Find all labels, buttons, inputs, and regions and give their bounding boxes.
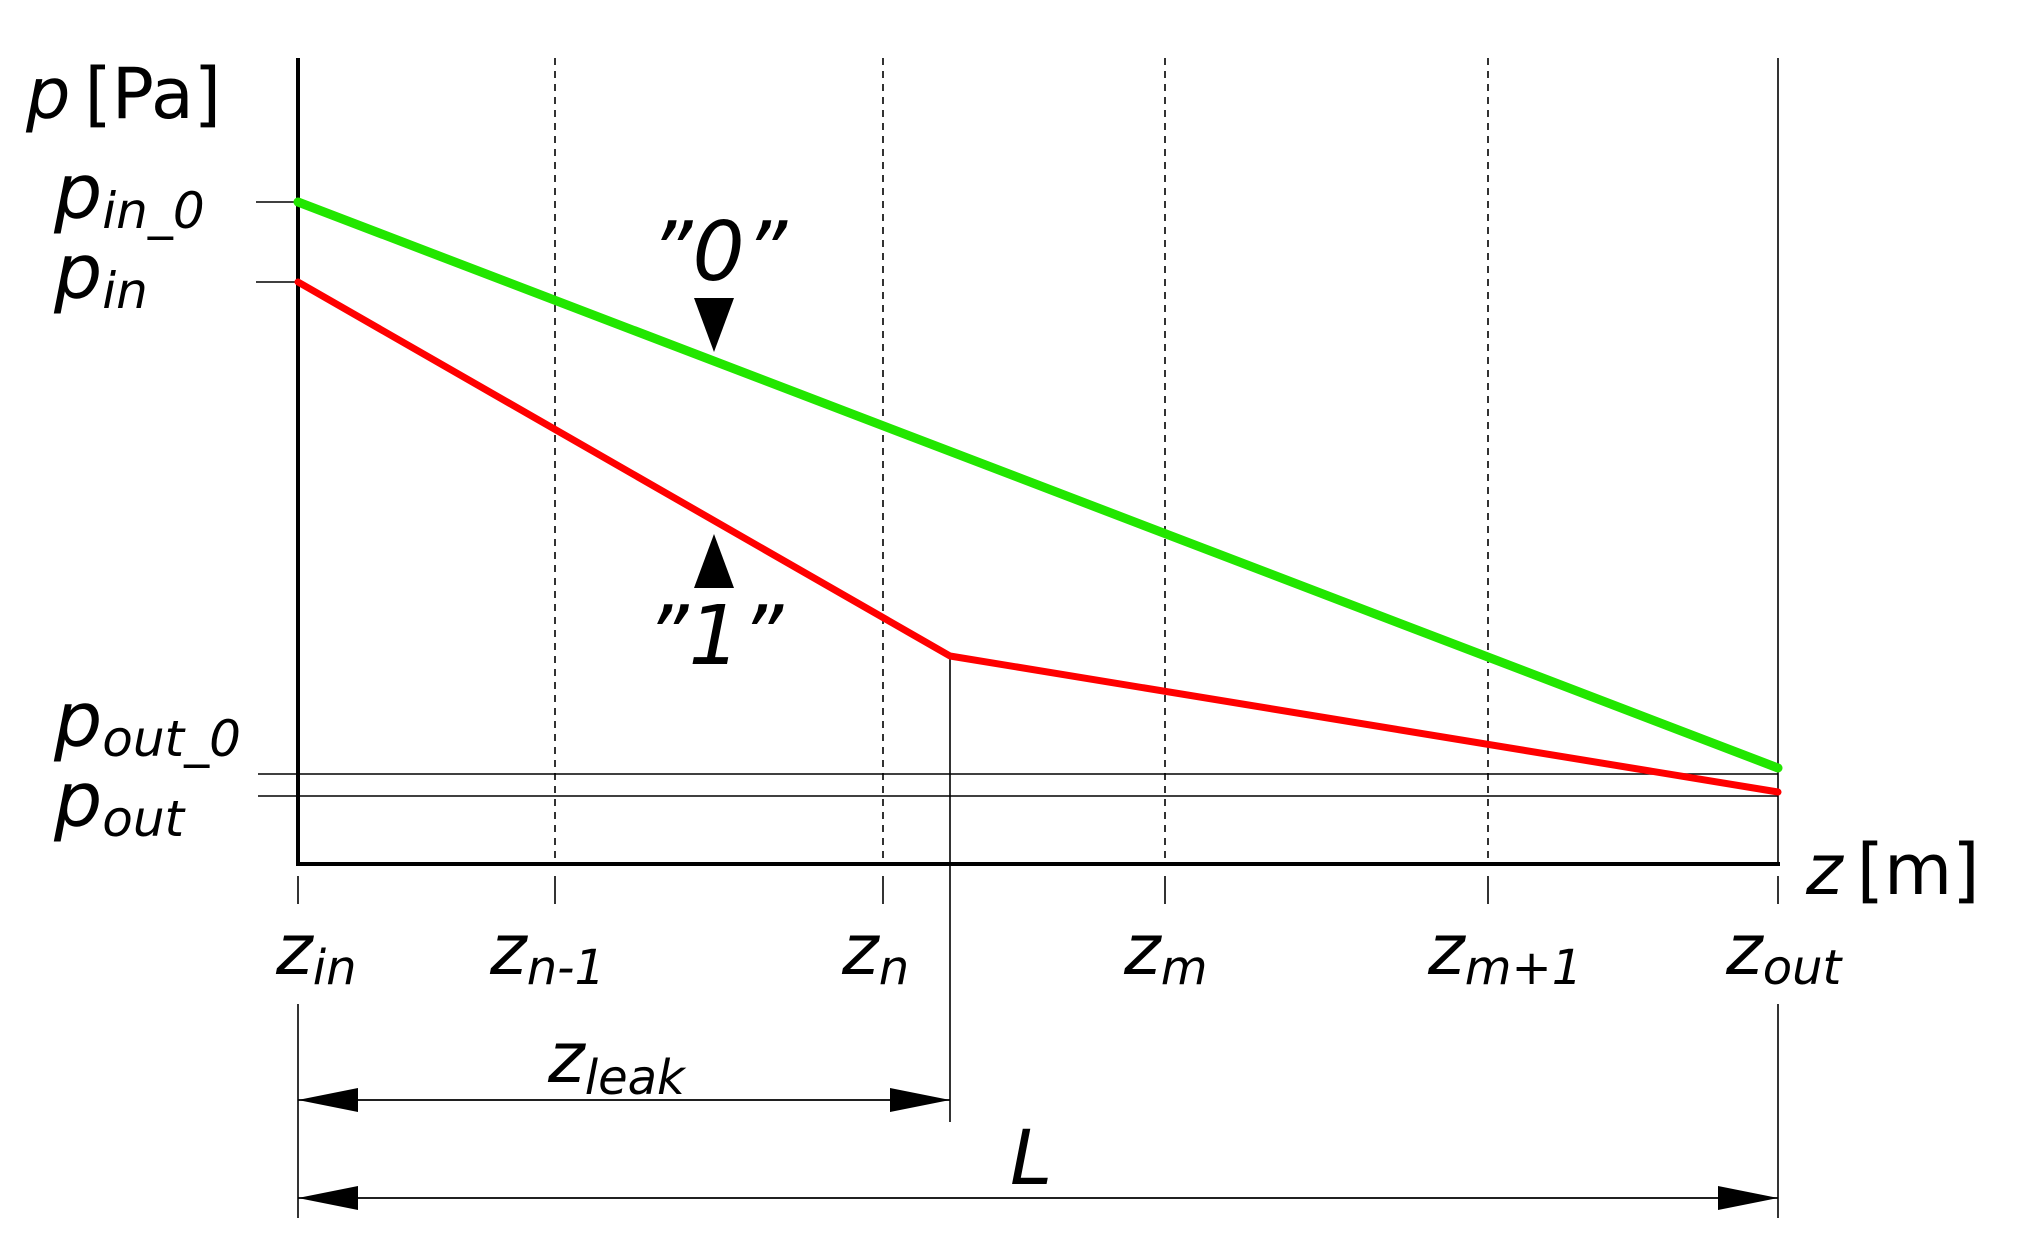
length-label: L: [1010, 1113, 1052, 1202]
curve-0-pointer-arrow: [694, 298, 734, 352]
y-axis-title: p [Pa]: [25, 53, 221, 135]
z-n-label: zn: [841, 909, 909, 996]
z-m-plus-1-label: zm+1: [1427, 909, 1582, 996]
z-out-label: zout: [1725, 909, 1844, 996]
pressure-ticks: [256, 201, 298, 283]
x-axis-title: z [m]: [1805, 829, 1980, 911]
curve-1-leak: [294, 278, 1782, 796]
z-m-label: zm: [1123, 909, 1208, 996]
curve-0-no-leak: [293, 197, 1783, 773]
p-out-label: pout: [53, 755, 187, 848]
p-out-0-label: pout_0: [53, 675, 241, 768]
z-leak-label: zleak: [547, 1017, 687, 1106]
curve-0-label: ”0”: [650, 205, 789, 300]
axes: [296, 58, 1780, 866]
outlet-pressure-lines: [258, 773, 1778, 797]
z-n-1-label: zn-1: [489, 909, 605, 996]
z-in-label: zin: [275, 909, 357, 996]
curve-1-pointer-arrow: [694, 534, 734, 588]
p-in-0-label: pin_0: [53, 147, 205, 240]
z-ticks: [297, 876, 1779, 904]
node-gridlines: [554, 58, 1489, 862]
curve-1-label: ”1”: [646, 589, 785, 684]
p-in-label: pin: [53, 227, 148, 320]
